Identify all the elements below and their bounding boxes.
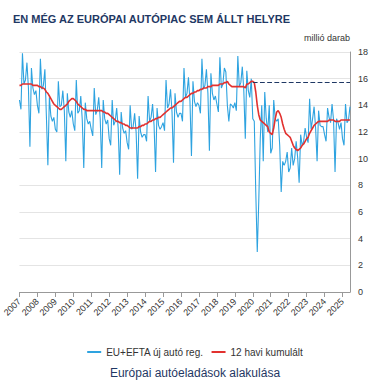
svg-text:2008: 2008 [20,296,41,317]
svg-text:18: 18 [358,47,368,57]
svg-text:2011: 2011 [74,296,95,317]
svg-text:2023: 2023 [289,296,310,317]
svg-text:2014: 2014 [127,296,148,317]
svg-text:14: 14 [358,100,368,110]
svg-text:EU+EFTA új autó reg.: EU+EFTA új autó reg. [106,347,203,358]
svg-text:2024: 2024 [307,296,328,317]
svg-text:2020: 2020 [235,296,256,317]
svg-text:2019: 2019 [217,296,238,317]
svg-text:2016: 2016 [163,296,184,317]
svg-text:2009: 2009 [38,296,59,317]
svg-text:6: 6 [358,207,363,217]
svg-text:10: 10 [358,154,368,164]
svg-text:2013: 2013 [109,296,130,317]
svg-text:millió darab: millió darab [304,33,350,43]
svg-text:2007: 2007 [2,296,23,317]
svg-text:2021: 2021 [253,296,274,317]
svg-text:Európai autóeladások alakulása: Európai autóeladások alakulása [110,366,280,380]
svg-text:2015: 2015 [145,296,166,317]
svg-text:12 havi kumulált: 12 havi kumulált [231,347,303,358]
svg-text:2012: 2012 [92,296,113,317]
svg-text:EN MÉG AZ EURÓPAI AUTÓPIAC SEM: EN MÉG AZ EURÓPAI AUTÓPIAC SEM ÁLLT HELY… [13,13,290,25]
svg-text:2010: 2010 [56,296,77,317]
svg-text:16: 16 [358,74,368,84]
svg-text:8: 8 [358,180,363,190]
svg-text:2025: 2025 [325,296,346,317]
svg-text:12: 12 [358,127,368,137]
svg-text:2018: 2018 [199,296,220,317]
svg-text:0: 0 [358,287,363,297]
svg-text:2022: 2022 [271,296,292,317]
svg-text:2017: 2017 [181,296,202,317]
svg-text:4: 4 [358,234,363,244]
svg-text:2: 2 [358,260,363,270]
